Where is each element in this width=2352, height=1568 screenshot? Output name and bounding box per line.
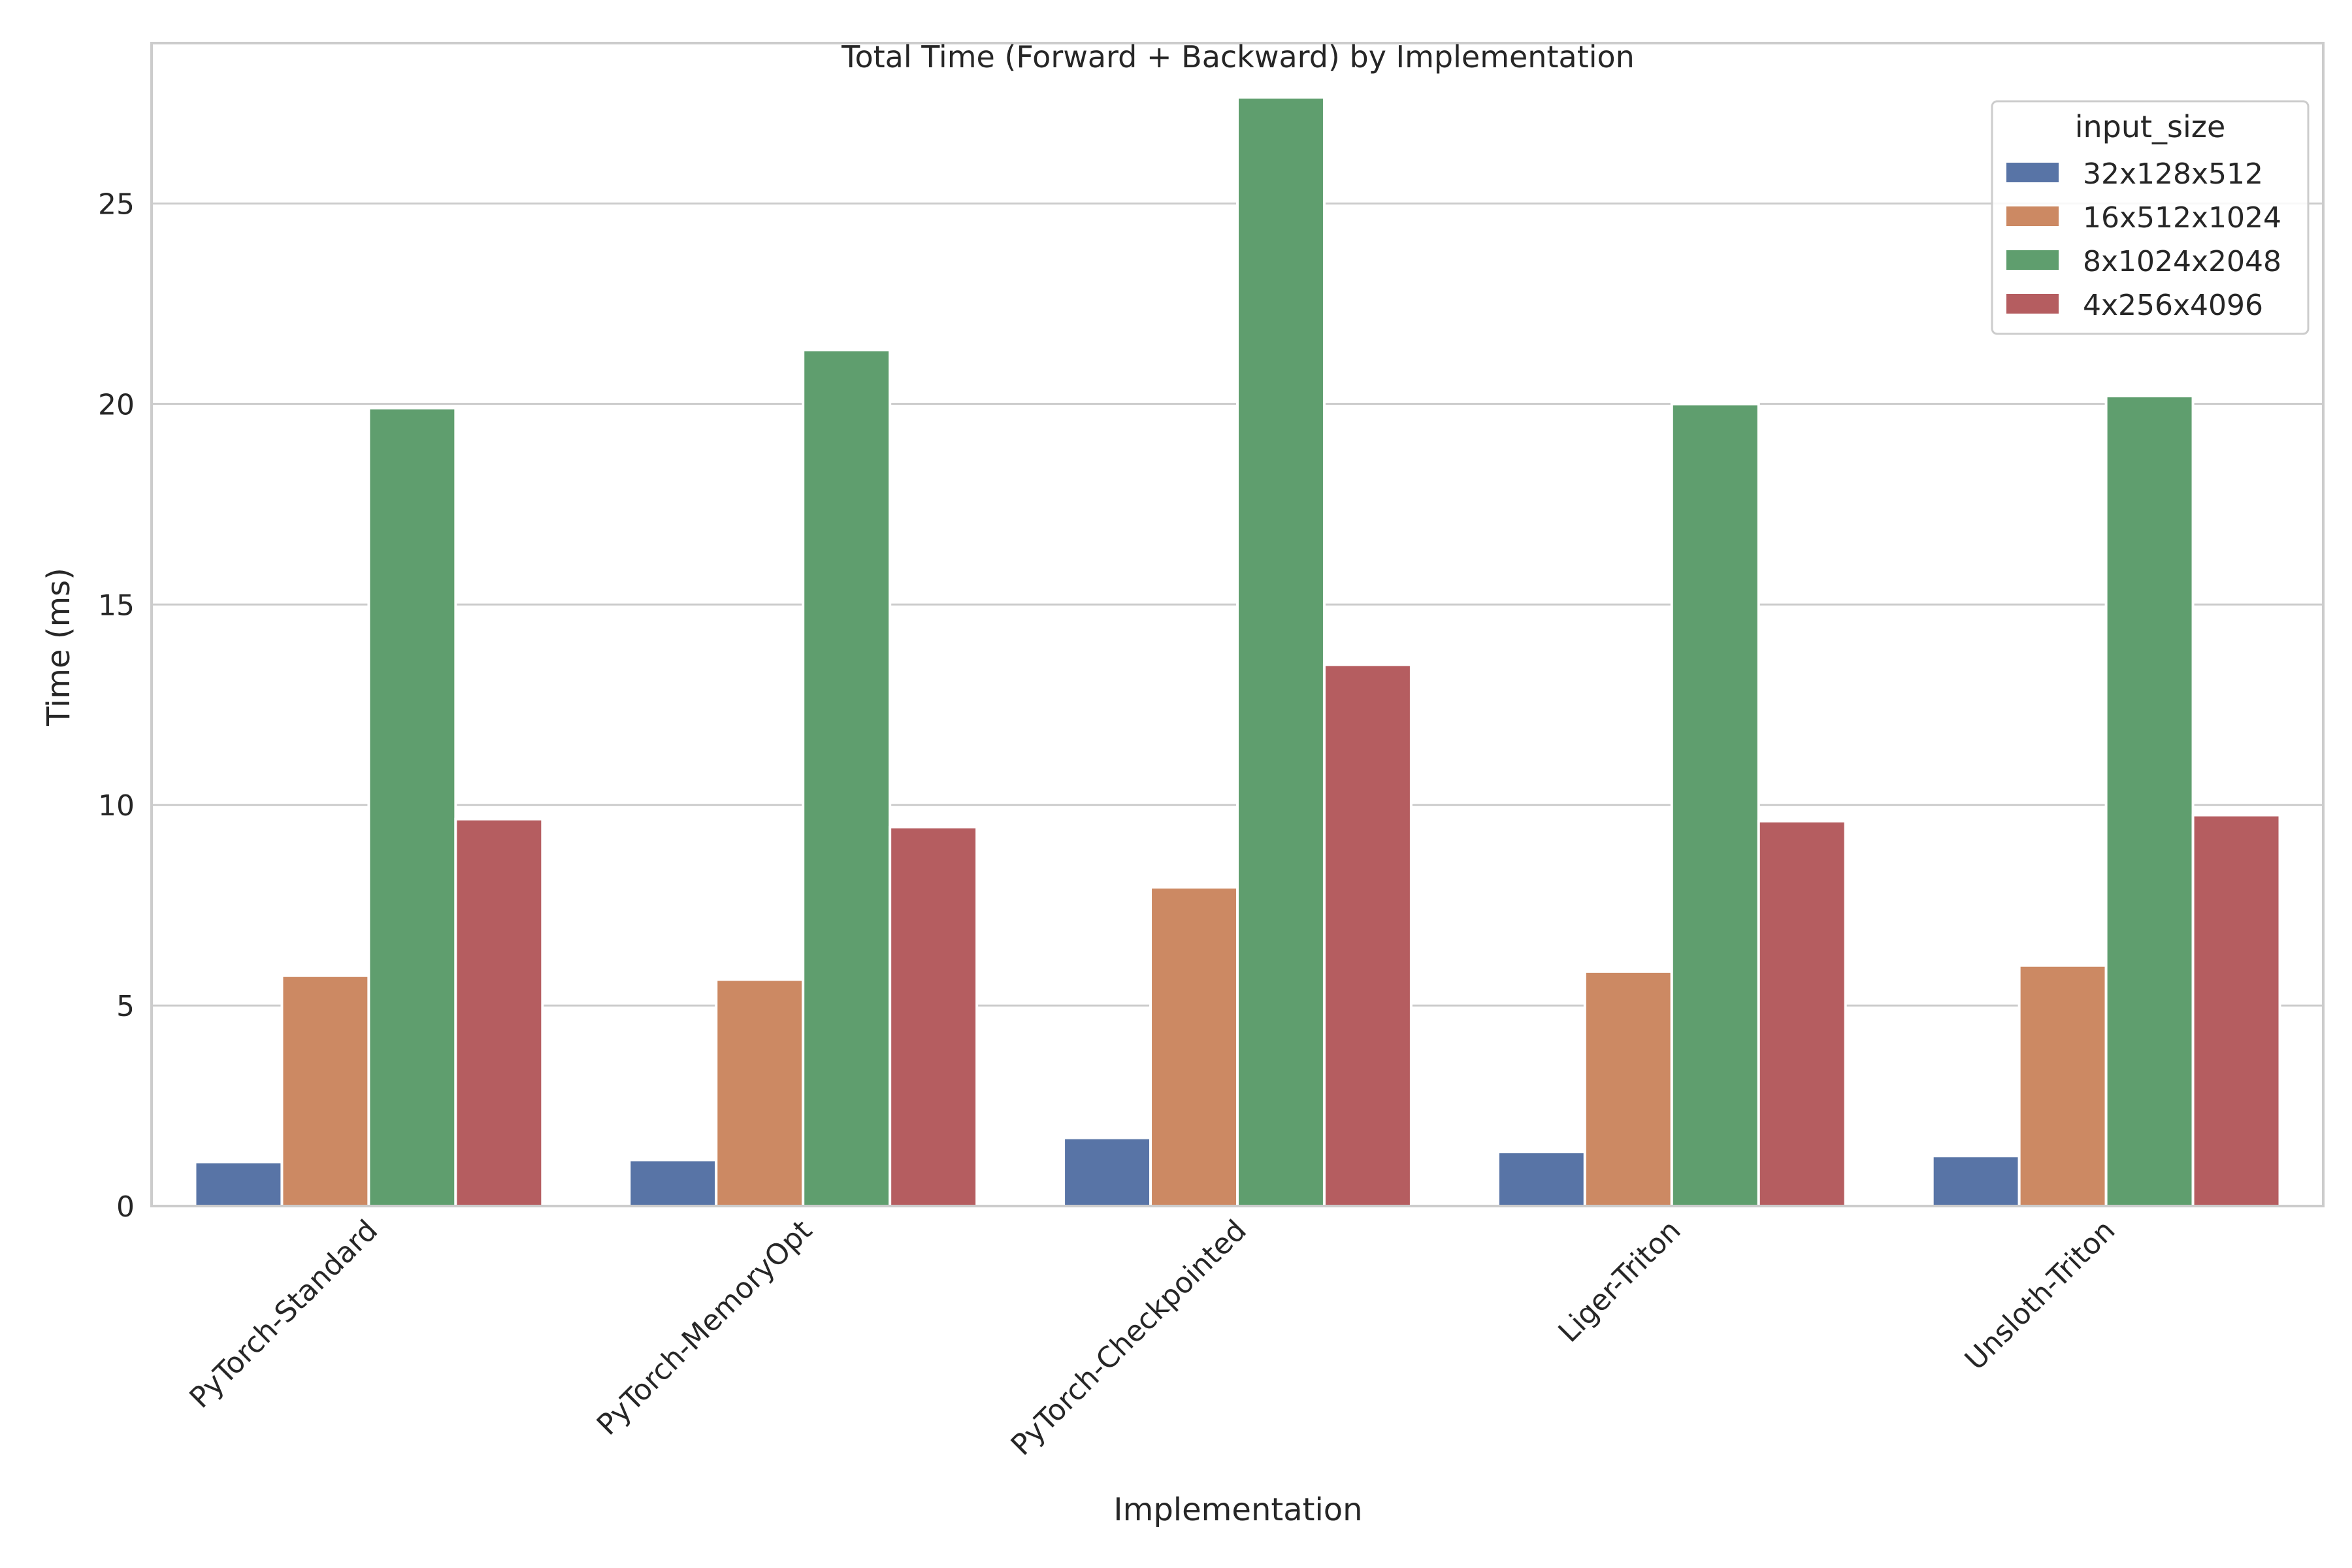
bar — [1496, 1151, 1586, 1208]
legend-items: 32x128x512 16x512x1024 8x1024x2048 4x256x40… — [2006, 157, 2281, 322]
y-tick-labels: 0 5 10 15 20 25 — [98, 188, 135, 1224]
y-tick-label: 25 — [98, 188, 135, 221]
legend: input_size 32x128x512 16x512x1024 8x1024x2… — [1991, 100, 2310, 335]
bar — [367, 406, 457, 1207]
bar — [1149, 886, 1239, 1207]
bar — [802, 348, 892, 1207]
chart-title: Total Time (Forward + Backward) by Imple… — [841, 39, 1635, 74]
legend-swatch — [2006, 250, 2059, 270]
legend-swatch — [2006, 294, 2059, 314]
legend-label: 16x512x1024 — [2083, 201, 2281, 235]
legend-label: 32x128x512 — [2083, 157, 2263, 191]
bar — [2191, 813, 2281, 1208]
bar — [1062, 1136, 1152, 1207]
y-tick-label: 5 — [116, 990, 135, 1023]
y-tick-label: 0 — [116, 1190, 135, 1224]
bar — [1757, 819, 1847, 1208]
bar — [280, 974, 370, 1207]
plot-frame — [150, 42, 2325, 1207]
bar — [1931, 1154, 2021, 1208]
bar — [2104, 395, 2195, 1207]
y-axis-label: Time (ms) — [41, 568, 77, 727]
y-tick-label: 15 — [98, 589, 135, 622]
bar — [715, 978, 805, 1207]
y-tick-label: 10 — [98, 789, 135, 823]
bar — [454, 817, 544, 1208]
legend-title: input_size — [2075, 109, 2226, 144]
bar — [1236, 95, 1326, 1208]
bar — [193, 1160, 284, 1208]
bar — [628, 1158, 718, 1208]
legend-label: 4x256x4096 — [2083, 289, 2263, 322]
bars — [193, 95, 2281, 1208]
legend-frame — [1991, 100, 2310, 335]
bar — [2017, 964, 2108, 1207]
legend-label: 8x1024x2048 — [2083, 245, 2281, 278]
bar — [1670, 402, 1760, 1207]
legend-swatch — [2006, 163, 2059, 182]
bar — [1322, 663, 1413, 1207]
y-tick-label: 20 — [98, 388, 135, 421]
legend-swatch — [2006, 206, 2059, 226]
x-axis-label: Implementation — [1113, 1492, 1362, 1528]
bar — [889, 825, 979, 1208]
bar — [1583, 970, 1673, 1207]
